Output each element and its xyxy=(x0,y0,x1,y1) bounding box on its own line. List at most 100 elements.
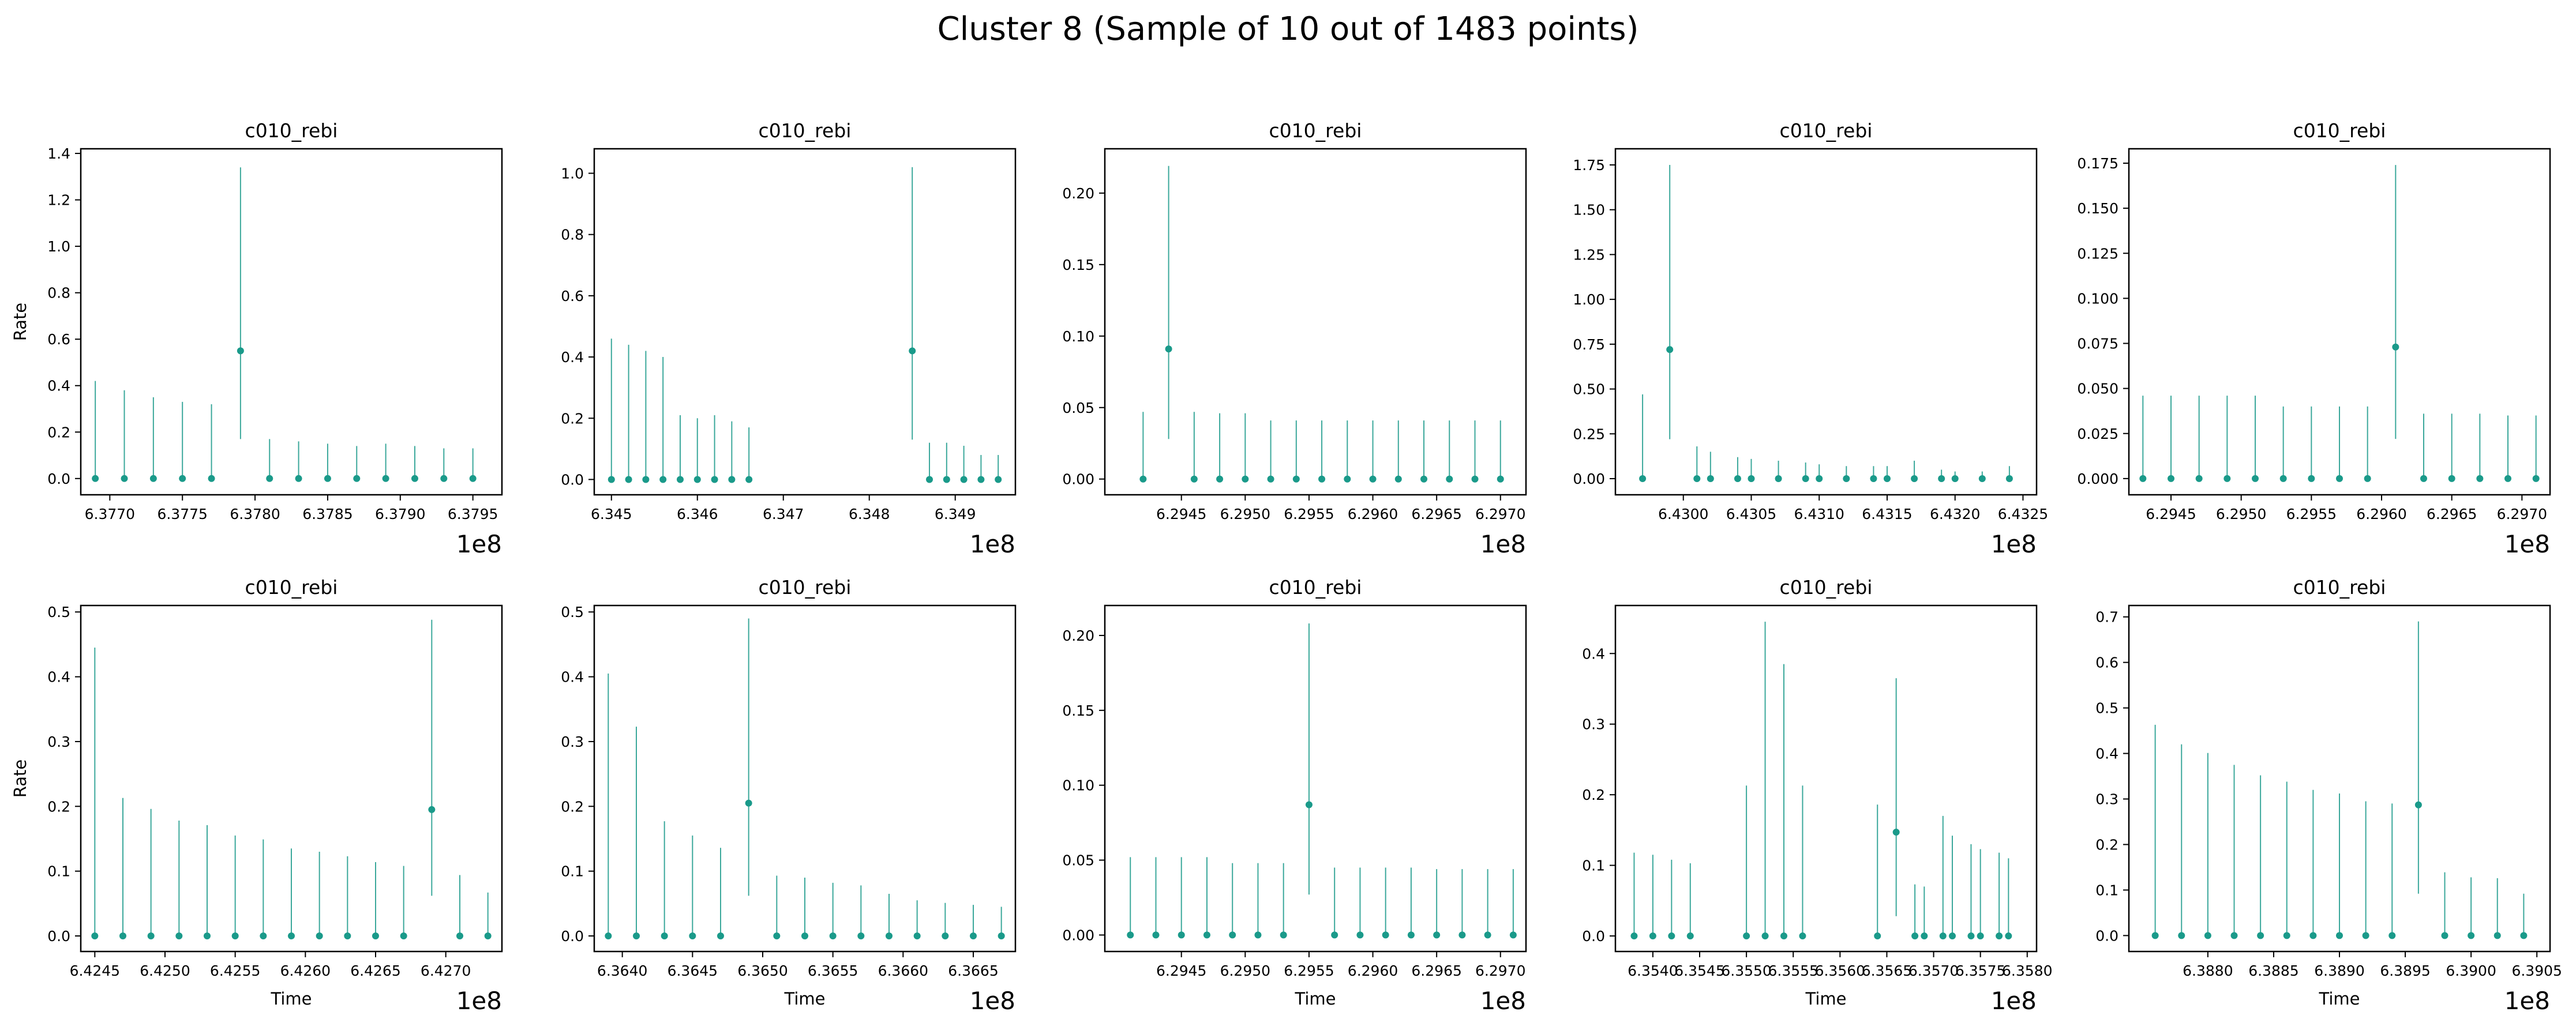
x-tick-label: 6.2960 xyxy=(2356,506,2406,522)
y-tick-label: 0.175 xyxy=(2077,155,2118,172)
x-axis-label: Time xyxy=(271,989,312,1009)
y-tick-label: 0.050 xyxy=(2077,381,2118,397)
data-point xyxy=(2005,932,2012,940)
y-tick-label: 0.125 xyxy=(2077,245,2118,262)
data-point xyxy=(829,932,837,940)
data-point xyxy=(1802,475,1809,483)
x-tick-label: 6.346 xyxy=(677,506,718,522)
data-point xyxy=(801,932,808,940)
y-tick-label: 0.075 xyxy=(2077,336,2118,352)
x-tick-label: 6.2970 xyxy=(1475,962,1525,979)
x-tick-label: 6.2955 xyxy=(2286,506,2337,522)
data-point xyxy=(1242,475,1249,483)
x-tick-label: 6.345 xyxy=(591,506,632,522)
x-tick-label: 6.3790 xyxy=(375,506,425,522)
data-point xyxy=(428,806,436,813)
data-point xyxy=(266,475,273,482)
x-tick-label: 6.3660 xyxy=(878,962,928,979)
x-tick-label: 6.2945 xyxy=(1156,506,1206,522)
x-tick-label: 6.3570 xyxy=(1908,962,1959,979)
data-point xyxy=(204,932,211,940)
data-point xyxy=(1911,475,1918,483)
y-tick-label: 0.00 xyxy=(1062,471,1094,488)
data-point xyxy=(382,475,389,482)
data-point xyxy=(943,476,950,483)
data-point xyxy=(1649,932,1656,940)
data-point xyxy=(942,932,949,940)
data-point xyxy=(1892,829,1900,836)
data-point xyxy=(1433,931,1441,939)
data-point xyxy=(91,932,99,940)
x-tick-label: 6.2965 xyxy=(2427,506,2477,522)
data-point xyxy=(960,476,968,483)
data-point xyxy=(1458,931,1466,939)
y-tick-label: 0.0 xyxy=(2095,927,2118,944)
data-point xyxy=(605,932,612,940)
x-tick-label: 6.4255 xyxy=(210,962,260,979)
data-point xyxy=(998,932,1005,940)
data-point xyxy=(995,476,1002,483)
x-tick-label: 6.3580 xyxy=(2002,962,2052,979)
x-tick-label: 6.3565 xyxy=(1862,962,1912,979)
data-point xyxy=(717,932,724,940)
axes-frame xyxy=(1104,604,1527,953)
x-tick-label: 6.4325 xyxy=(1998,506,2048,522)
x-tick-label: 6.2955 xyxy=(1284,506,1334,522)
data-point xyxy=(2364,475,2371,482)
data-point xyxy=(913,932,921,940)
data-point xyxy=(728,476,736,483)
data-point xyxy=(2520,932,2528,939)
data-point xyxy=(2178,932,2185,939)
x-tick-label: 6.2960 xyxy=(1348,962,1398,979)
y-tick-label: 0.20 xyxy=(1062,627,1094,644)
x-offset-label: 1e8 xyxy=(1480,530,1526,558)
x-axis-label: Time xyxy=(2319,989,2360,1009)
y-tick-label: 0.5 xyxy=(2095,700,2118,717)
data-point xyxy=(745,476,753,483)
y-tick-label: 0.1 xyxy=(47,863,70,880)
data-point xyxy=(440,475,448,482)
x-tick-label: 6.2960 xyxy=(1348,506,1398,522)
data-point xyxy=(886,932,893,940)
y-tick-label: 0.150 xyxy=(2077,200,2118,217)
data-point xyxy=(2279,475,2287,482)
y-tick-label: 0.2 xyxy=(561,798,584,815)
data-point xyxy=(1775,475,1782,483)
data-point xyxy=(2448,475,2455,482)
x-tick-label: 6.3885 xyxy=(2248,962,2298,979)
data-point xyxy=(1707,475,1714,483)
x-tick-label: 6.4260 xyxy=(280,962,331,979)
data-point xyxy=(2204,932,2211,939)
data-point xyxy=(1344,475,1351,483)
data-point xyxy=(1761,932,1769,940)
data-point xyxy=(1152,931,1160,939)
data-point xyxy=(1446,475,1453,483)
data-point xyxy=(119,932,126,940)
data-point xyxy=(237,347,244,355)
data-point xyxy=(400,932,407,940)
subplot: c010_rebi 6.2945 6.2950 6.2955 6.2960 6.2965 6… xyxy=(1062,576,1527,1015)
axes-frame xyxy=(80,148,503,496)
x-tick-label: 6.3560 xyxy=(1815,962,1865,979)
y-tick-label: 0.05 xyxy=(1062,852,1094,869)
data-point xyxy=(773,932,781,940)
y-tick-label: 0.0 xyxy=(1582,928,1605,945)
y-tick-label: 0.7 xyxy=(2095,609,2118,626)
data-point xyxy=(676,476,684,483)
x-tick-label: 6.4250 xyxy=(140,962,190,979)
x-tick-label: 6.2965 xyxy=(1411,506,1461,522)
y-tick-label: 1.25 xyxy=(1573,246,1605,263)
x-axis-label: Time xyxy=(1805,989,1847,1009)
data-point xyxy=(1203,931,1210,939)
data-point xyxy=(456,932,463,940)
y-tick-label: 1.75 xyxy=(1573,157,1605,174)
data-point xyxy=(1127,931,1134,939)
y-tick-label: 1.0 xyxy=(561,165,584,182)
axes-frame xyxy=(1104,148,1527,496)
data-point xyxy=(1305,801,1313,808)
x-tick-label: 6.349 xyxy=(935,506,976,522)
subplot: c010_rebi 6.3880 6.3885 6.3890 6.3895 6.3900 6… xyxy=(2095,576,2562,1015)
data-point xyxy=(147,932,155,940)
data-point xyxy=(1497,475,1504,483)
